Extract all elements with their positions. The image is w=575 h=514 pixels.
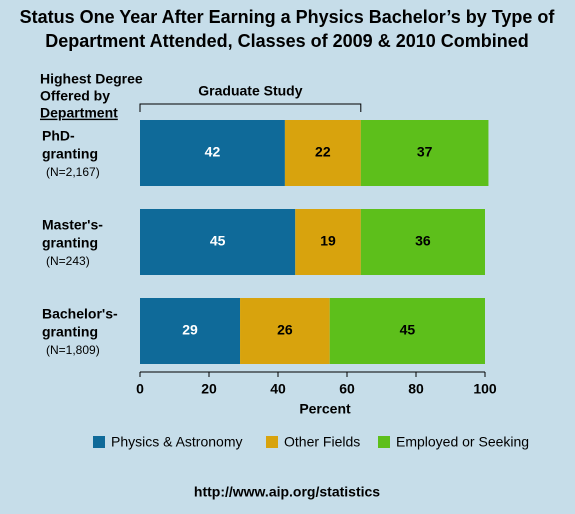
bar-segment (360, 209, 485, 275)
value-label: 36 (415, 233, 431, 249)
bar-segment (295, 209, 361, 275)
bar-segment (140, 298, 241, 364)
x-tick-label: 100 (473, 381, 497, 397)
category-label: Bachelor's- (42, 306, 118, 322)
x-tick-label: 80 (408, 381, 424, 397)
category-note: (N=1,809) (46, 343, 100, 357)
value-label: 22 (315, 144, 331, 160)
bar-segment (240, 298, 330, 364)
value-label: 26 (277, 322, 293, 338)
bar-segment (284, 120, 361, 186)
category-label: granting (42, 146, 98, 162)
category-label: granting (42, 235, 98, 251)
category-label: Master's- (42, 217, 103, 233)
category-note: (N=2,167) (46, 165, 100, 179)
category-axis-title: Offered by (40, 88, 110, 104)
value-label: 19 (320, 233, 336, 249)
value-label: 37 (417, 144, 433, 160)
annotation: Graduate Study (198, 83, 302, 99)
x-axis-title: Percent (299, 401, 351, 417)
legend-swatch (266, 436, 278, 448)
x-tick-label: 40 (270, 381, 286, 397)
x-tick-label: 20 (201, 381, 217, 397)
legend-label: Physics & Astronomy (111, 434, 243, 450)
bar-segment (360, 120, 489, 186)
bar-segment (140, 209, 296, 275)
chart-title: Status One Year After Earning a Physics … (20, 7, 556, 27)
chart-title: Department Attended, Classes of 2009 & 2… (45, 31, 528, 51)
legend-label: Employed or Seeking (396, 434, 529, 450)
source: http://www.aip.org/statistics (194, 484, 380, 500)
value-label: 45 (210, 233, 226, 249)
value-label: 42 (205, 144, 221, 160)
value-label: 29 (182, 322, 198, 338)
bar-segment (140, 120, 285, 186)
category-label: granting (42, 324, 98, 340)
legend-label: Other Fields (284, 434, 360, 450)
legend-swatch (378, 436, 390, 448)
legend-swatch (93, 436, 105, 448)
category-axis-title: Department (40, 105, 118, 121)
bar-segment (329, 298, 485, 364)
value-label: 45 (400, 322, 416, 338)
category-axis-title: Highest Degree (40, 71, 143, 87)
x-tick-label: 60 (339, 381, 355, 397)
x-tick-label: 0 (136, 381, 144, 397)
annotation-bracket (139, 103, 362, 112)
category-label: PhD- (42, 128, 75, 144)
category-note: (N=243) (46, 254, 90, 268)
